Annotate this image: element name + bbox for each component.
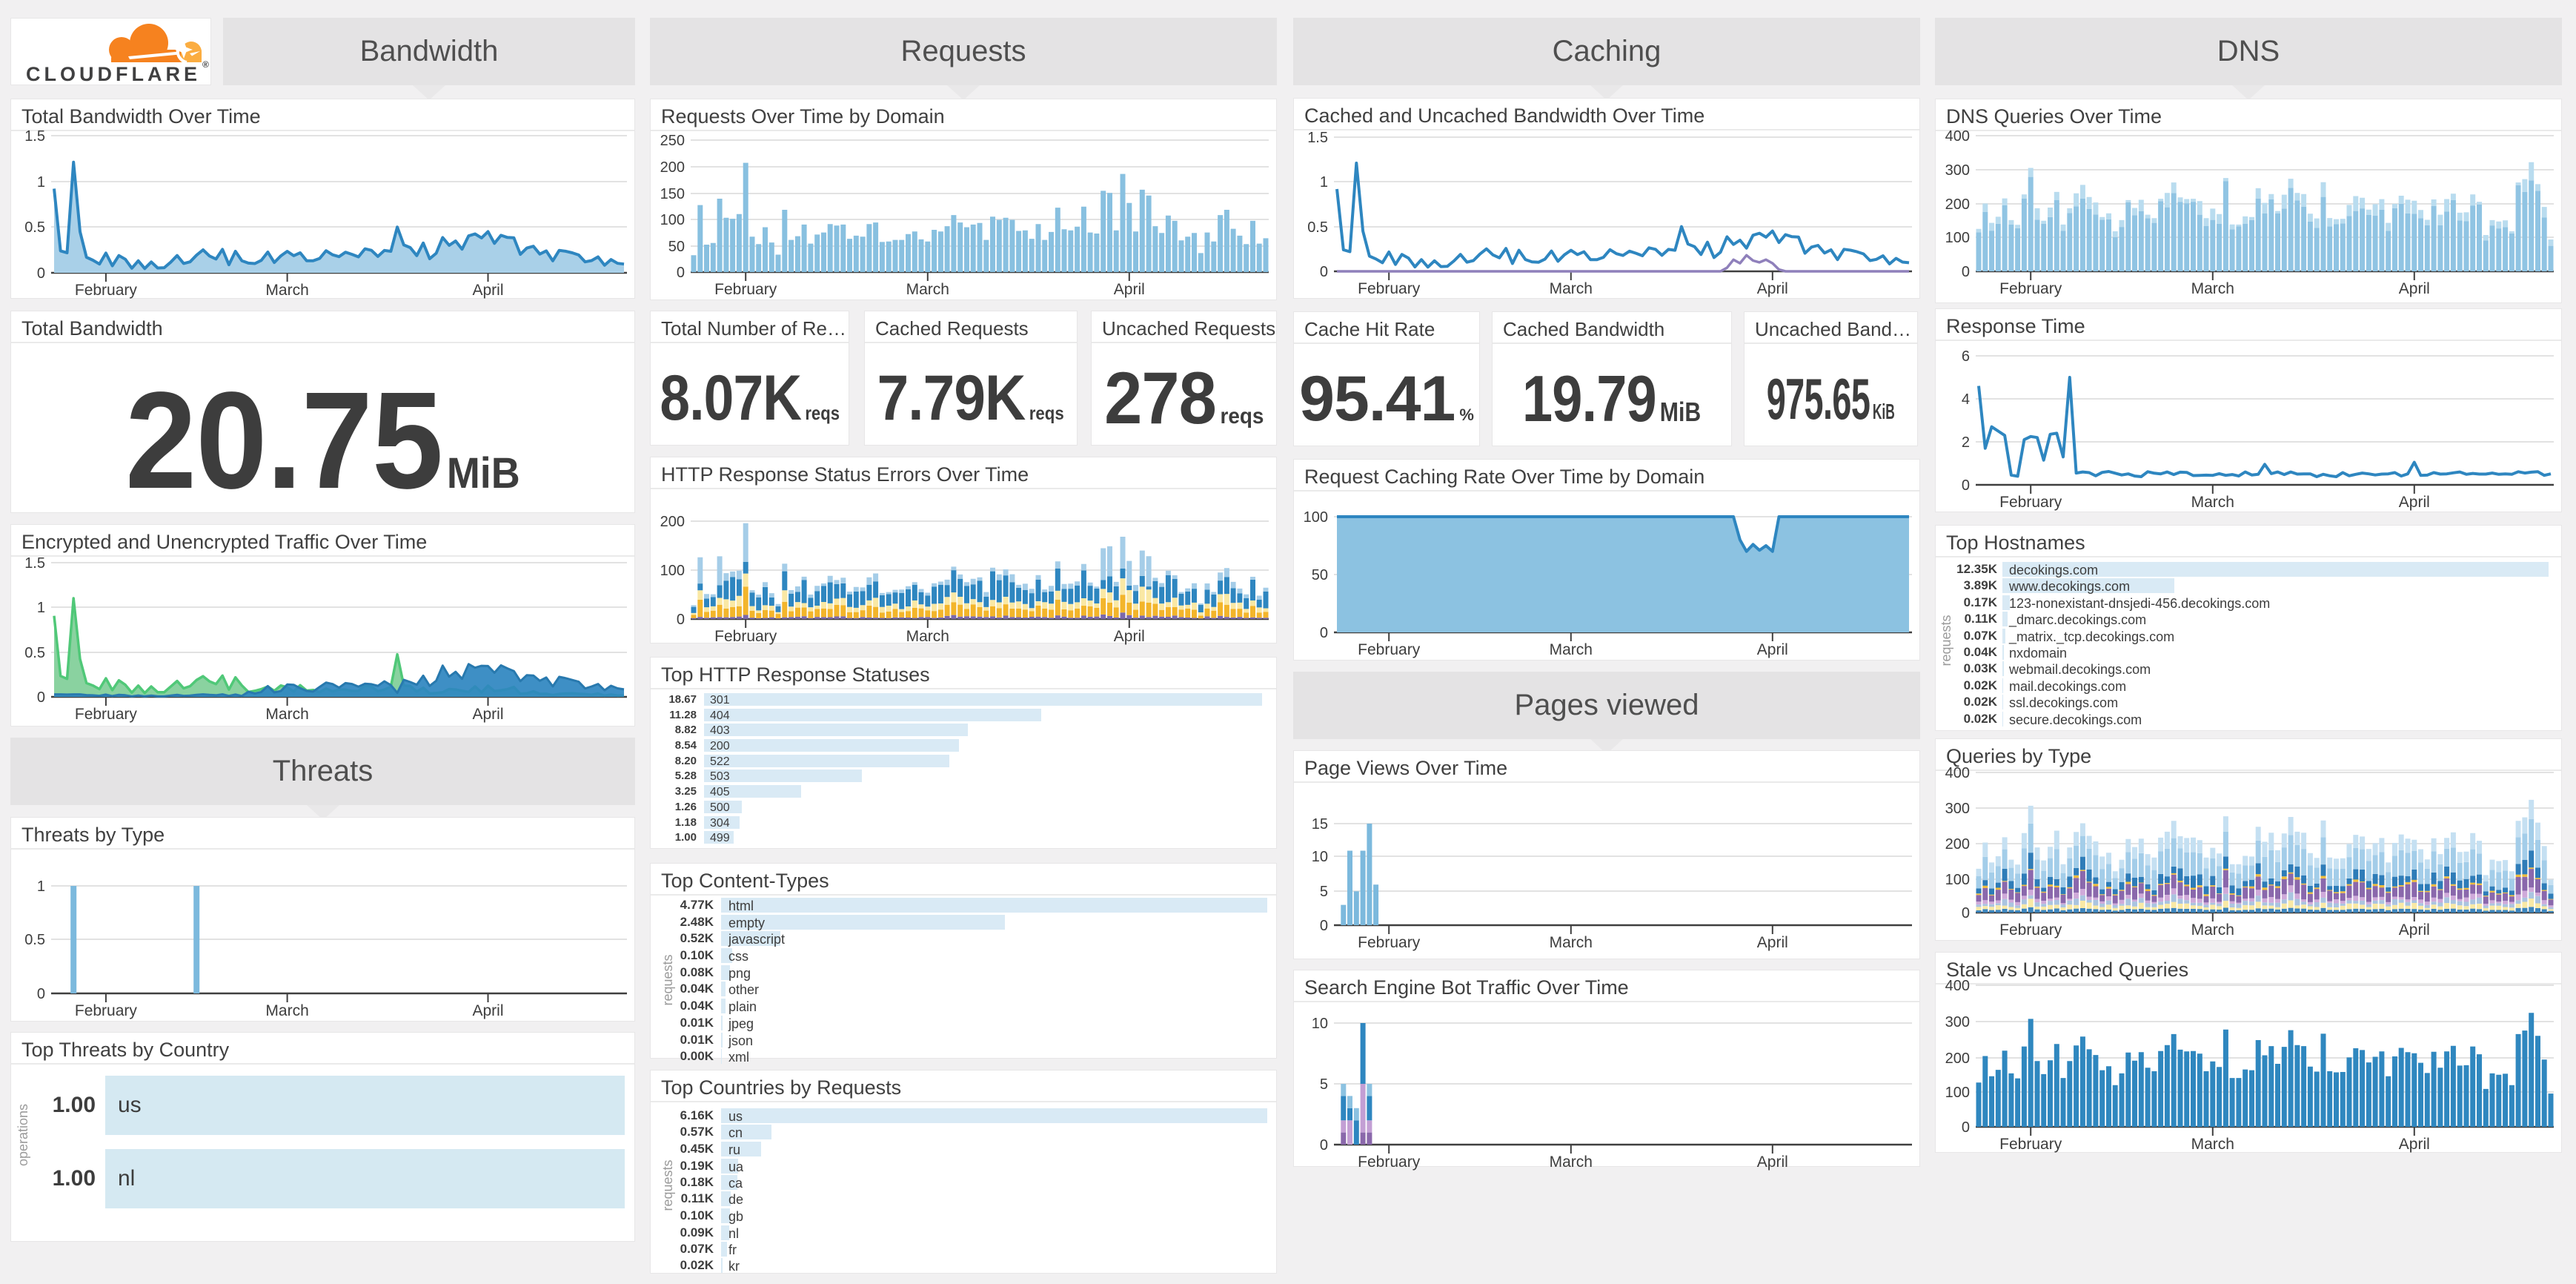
svg-text:February: February [1999, 1136, 2062, 1153]
svg-text:February: February [1358, 1154, 1421, 1171]
svg-text:5: 5 [1320, 884, 1328, 900]
svg-text:1: 1 [37, 878, 45, 895]
svg-text:March: March [906, 628, 949, 645]
svg-text:March: March [2191, 280, 2234, 297]
svg-text:150: 150 [660, 186, 685, 202]
svg-text:0.5: 0.5 [24, 219, 45, 236]
svg-text:0.5: 0.5 [24, 932, 45, 948]
svg-text:100: 100 [1945, 230, 1970, 246]
svg-text:50: 50 [1312, 567, 1328, 583]
svg-text:400: 400 [1945, 978, 1970, 994]
svg-text:April: April [2399, 1136, 2430, 1153]
svg-text:15: 15 [1312, 816, 1328, 833]
svg-text:200: 200 [1945, 836, 1970, 853]
svg-text:April: April [472, 1002, 503, 1019]
svg-text:300: 300 [1945, 1014, 1970, 1030]
svg-text:1: 1 [37, 174, 45, 191]
svg-text:100: 100 [660, 563, 685, 579]
svg-text:February: February [75, 1002, 138, 1019]
svg-text:250: 250 [660, 133, 685, 149]
svg-text:0.5: 0.5 [24, 645, 45, 661]
svg-text:2: 2 [1962, 434, 1970, 451]
svg-text:200: 200 [660, 159, 685, 176]
svg-text:April: April [2399, 280, 2430, 297]
svg-text:100: 100 [660, 212, 685, 228]
svg-text:200: 200 [1945, 196, 1970, 213]
svg-text:1.5: 1.5 [24, 128, 45, 145]
svg-text:0: 0 [37, 986, 45, 1002]
svg-text:April: April [1757, 641, 1788, 658]
svg-text:50: 50 [668, 239, 685, 255]
svg-text:February: February [714, 281, 777, 298]
svg-text:February: February [1999, 280, 2062, 297]
svg-text:February: February [1358, 934, 1421, 951]
svg-text:March: March [2191, 921, 2234, 939]
svg-text:300: 300 [1945, 162, 1970, 179]
svg-text:April: April [1757, 280, 1788, 297]
svg-text:1.5: 1.5 [24, 555, 45, 572]
svg-text:1: 1 [1320, 174, 1328, 191]
svg-text:100: 100 [1945, 1085, 1970, 1101]
svg-text:February: February [1999, 494, 2062, 511]
svg-text:March: March [2191, 1136, 2234, 1153]
svg-text:March: March [265, 706, 308, 723]
svg-text:0.5: 0.5 [1307, 219, 1328, 236]
svg-text:April: April [1757, 934, 1788, 951]
svg-text:April: April [472, 282, 503, 299]
svg-text:300: 300 [1945, 801, 1970, 817]
svg-text:April: April [2399, 494, 2430, 511]
svg-text:1: 1 [37, 600, 45, 616]
svg-text:0: 0 [677, 265, 685, 281]
svg-text:February: February [714, 628, 777, 645]
svg-text:0: 0 [1320, 625, 1328, 641]
svg-text:1.5: 1.5 [1307, 130, 1328, 146]
svg-text:April: April [2399, 921, 2430, 939]
svg-text:March: March [1550, 641, 1593, 658]
svg-text:0: 0 [1320, 264, 1328, 280]
svg-text:February: February [75, 706, 138, 723]
svg-text:March: March [1550, 934, 1593, 951]
svg-text:March: March [906, 281, 949, 298]
svg-text:February: February [1358, 641, 1421, 658]
svg-text:0: 0 [1962, 905, 1970, 921]
svg-text:0: 0 [37, 265, 45, 282]
svg-text:0: 0 [1962, 264, 1970, 280]
svg-text:March: March [2191, 494, 2234, 511]
svg-text:6: 6 [1962, 348, 1970, 365]
svg-text:200: 200 [660, 514, 685, 530]
svg-text:February: February [1358, 280, 1421, 297]
svg-text:0: 0 [1962, 477, 1970, 494]
svg-text:0: 0 [1320, 918, 1328, 934]
svg-text:100: 100 [1304, 509, 1328, 526]
svg-text:0: 0 [677, 612, 685, 628]
svg-text:February: February [1999, 921, 2062, 939]
svg-text:March: March [265, 1002, 308, 1019]
svg-text:March: March [1550, 1154, 1593, 1171]
svg-text:0: 0 [1962, 1119, 1970, 1136]
svg-text:4: 4 [1962, 391, 1970, 408]
svg-text:March: March [1550, 280, 1593, 297]
svg-text:CLOUDFLARE: CLOUDFLARE [26, 63, 201, 85]
svg-text:10: 10 [1312, 849, 1328, 865]
svg-text:100: 100 [1945, 872, 1970, 888]
svg-text:®: ® [202, 59, 209, 70]
svg-text:5: 5 [1320, 1076, 1328, 1093]
svg-text:0: 0 [37, 689, 45, 706]
svg-text:400: 400 [1945, 128, 1970, 145]
svg-text:April: April [1114, 628, 1145, 645]
svg-text:200: 200 [1945, 1050, 1970, 1067]
svg-text:April: April [472, 706, 503, 723]
svg-text:400: 400 [1945, 765, 1970, 781]
svg-text:April: April [1757, 1154, 1788, 1171]
svg-text:February: February [75, 282, 138, 299]
svg-text:March: March [265, 282, 308, 299]
svg-text:0: 0 [1320, 1137, 1328, 1154]
svg-text:10: 10 [1312, 1016, 1328, 1032]
svg-text:April: April [1114, 281, 1145, 298]
